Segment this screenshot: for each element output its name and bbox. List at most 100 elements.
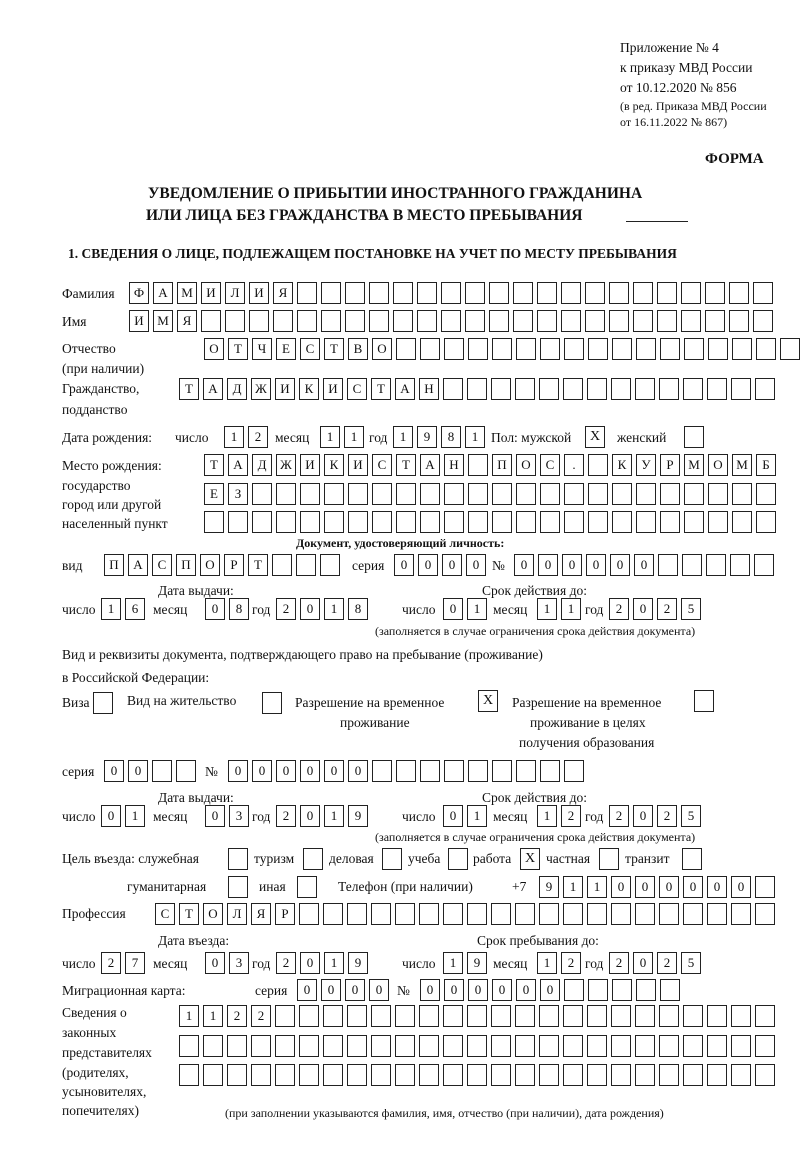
- char-cell[interactable]: [275, 1005, 295, 1027]
- char-cell[interactable]: [252, 483, 272, 505]
- char-cell[interactable]: [371, 1035, 391, 1057]
- char-cell[interactable]: [539, 1064, 559, 1086]
- char-cell[interactable]: [372, 760, 392, 782]
- char-cell[interactable]: [659, 1064, 679, 1086]
- char-cell[interactable]: [491, 1005, 511, 1027]
- char-cell[interactable]: [204, 511, 224, 533]
- char-cell[interactable]: 1: [101, 598, 121, 620]
- char-cell[interactable]: [708, 483, 728, 505]
- char-cell[interactable]: О: [200, 554, 220, 576]
- char-cell[interactable]: 5: [681, 952, 701, 974]
- char-cell[interactable]: [299, 1035, 319, 1057]
- char-cell[interactable]: [252, 511, 272, 533]
- char-cell[interactable]: [635, 1064, 655, 1086]
- purpose-tourism-checkbox[interactable]: [303, 848, 323, 870]
- char-cell[interactable]: 1: [393, 426, 413, 448]
- char-cell[interactable]: [179, 1035, 199, 1057]
- char-cell[interactable]: 9: [348, 805, 368, 827]
- char-cell[interactable]: К: [299, 378, 319, 400]
- char-cell[interactable]: [441, 282, 461, 304]
- char-cell[interactable]: Р: [275, 903, 295, 925]
- char-cell[interactable]: [683, 1005, 703, 1027]
- char-cell[interactable]: [732, 483, 752, 505]
- char-cell[interactable]: 0: [420, 979, 440, 1001]
- char-cell[interactable]: [467, 1005, 487, 1027]
- char-cell[interactable]: [467, 903, 487, 925]
- char-cell[interactable]: [275, 1064, 295, 1086]
- char-cell[interactable]: [660, 483, 680, 505]
- char-cell[interactable]: [299, 1005, 319, 1027]
- char-cell[interactable]: 0: [276, 760, 296, 782]
- char-cell[interactable]: [564, 483, 584, 505]
- char-cell[interactable]: [201, 310, 221, 332]
- char-cell[interactable]: 0: [369, 979, 389, 1001]
- char-cell[interactable]: [609, 310, 629, 332]
- char-cell[interactable]: [780, 338, 800, 360]
- char-cell[interactable]: 0: [394, 554, 414, 576]
- char-cell[interactable]: [419, 903, 439, 925]
- char-cell[interactable]: [347, 1035, 367, 1057]
- char-cell[interactable]: 5: [681, 805, 701, 827]
- char-cell[interactable]: 0: [205, 805, 225, 827]
- char-cell[interactable]: [707, 1064, 727, 1086]
- char-cell[interactable]: [681, 310, 701, 332]
- char-cell[interactable]: [707, 1005, 727, 1027]
- char-cell[interactable]: [345, 310, 365, 332]
- char-cell[interactable]: [251, 1035, 271, 1057]
- char-cell[interactable]: [272, 554, 292, 576]
- char-cell[interactable]: 0: [540, 979, 560, 1001]
- char-cell[interactable]: [491, 1064, 511, 1086]
- char-cell[interactable]: М: [177, 282, 197, 304]
- char-cell[interactable]: 1: [324, 805, 344, 827]
- char-cell[interactable]: 0: [633, 952, 653, 974]
- char-cell[interactable]: А: [395, 378, 415, 400]
- char-cell[interactable]: М: [153, 310, 173, 332]
- char-cell[interactable]: [540, 511, 560, 533]
- char-cell[interactable]: [563, 1035, 583, 1057]
- purpose-service-checkbox[interactable]: [228, 848, 248, 870]
- char-cell[interactable]: [420, 760, 440, 782]
- char-cell[interactable]: 1: [224, 426, 244, 448]
- char-cell[interactable]: Р: [224, 554, 244, 576]
- char-cell[interactable]: [369, 310, 389, 332]
- char-cell[interactable]: [705, 310, 725, 332]
- char-cell[interactable]: 9: [417, 426, 437, 448]
- char-cell[interactable]: 0: [635, 876, 655, 898]
- char-cell[interactable]: [683, 1035, 703, 1057]
- char-cell[interactable]: А: [203, 378, 223, 400]
- edu-residence-checkbox[interactable]: [694, 690, 714, 712]
- char-cell[interactable]: Е: [204, 483, 224, 505]
- char-cell[interactable]: Я: [177, 310, 197, 332]
- char-cell[interactable]: [755, 903, 775, 925]
- char-cell[interactable]: 2: [609, 805, 629, 827]
- char-cell[interactable]: Т: [179, 378, 199, 400]
- char-cell[interactable]: 0: [633, 805, 653, 827]
- char-cell[interactable]: 1: [465, 426, 485, 448]
- char-cell[interactable]: [612, 979, 632, 1001]
- char-cell[interactable]: [513, 282, 533, 304]
- char-cell[interactable]: С: [300, 338, 320, 360]
- char-cell[interactable]: [636, 338, 656, 360]
- char-cell[interactable]: К: [612, 454, 632, 476]
- char-cell[interactable]: [492, 483, 512, 505]
- char-cell[interactable]: А: [128, 554, 148, 576]
- residence-permit-checkbox[interactable]: [262, 692, 282, 714]
- char-cell[interactable]: 1: [563, 876, 583, 898]
- char-cell[interactable]: [611, 903, 631, 925]
- char-cell[interactable]: [443, 1064, 463, 1086]
- char-cell[interactable]: 1: [179, 1005, 199, 1027]
- char-cell[interactable]: 0: [418, 554, 438, 576]
- char-cell[interactable]: [296, 554, 316, 576]
- char-cell[interactable]: 1: [125, 805, 145, 827]
- char-cell[interactable]: Н: [419, 378, 439, 400]
- char-cell[interactable]: [659, 1005, 679, 1027]
- char-cell[interactable]: [564, 760, 584, 782]
- char-cell[interactable]: 0: [443, 805, 463, 827]
- char-cell[interactable]: [300, 483, 320, 505]
- char-cell[interactable]: [419, 1005, 439, 1027]
- purpose-humanitarian-checkbox[interactable]: [228, 876, 248, 898]
- char-cell[interactable]: [321, 310, 341, 332]
- char-cell[interactable]: [489, 282, 509, 304]
- char-cell[interactable]: [561, 282, 581, 304]
- char-cell[interactable]: 1: [537, 952, 557, 974]
